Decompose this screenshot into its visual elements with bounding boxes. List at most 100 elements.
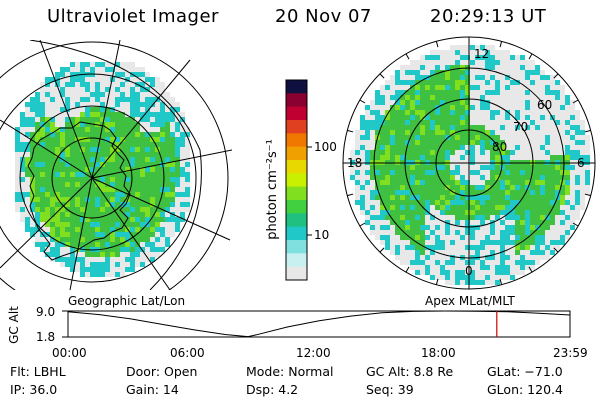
aurora-pixel <box>495 150 500 155</box>
aurora-pixel <box>435 270 440 275</box>
aurora-pixel <box>70 262 75 267</box>
colorbar-unit-label: photon cm⁻²s⁻¹ <box>264 139 280 240</box>
aurora-pixel <box>500 260 505 265</box>
aurora-pixel <box>505 250 510 255</box>
aurora-pixel <box>160 187 165 192</box>
aurora-pixel <box>75 152 80 157</box>
aurora-pixel <box>100 167 105 172</box>
aurora-pixel <box>535 185 540 190</box>
aurora-pixel <box>495 280 500 285</box>
aurora-pixel <box>35 182 40 187</box>
aurora-pixel <box>40 102 45 107</box>
aurora-pixel <box>465 70 470 75</box>
aurora-pixel <box>65 82 70 87</box>
aurora-pixel <box>490 265 495 270</box>
aurora-pixel <box>580 140 585 145</box>
aurora-pixel <box>20 212 25 217</box>
aurora-pixel <box>540 185 545 190</box>
aurora-pixel <box>545 110 550 115</box>
aurora-pixel <box>85 77 90 82</box>
aurora-pixel <box>65 132 70 137</box>
aurora-pixel <box>425 85 430 90</box>
aurora-pixel <box>470 215 475 220</box>
aurora-pixel <box>475 145 480 150</box>
aurora-pixel <box>400 155 405 160</box>
aurora-pixel <box>115 217 120 222</box>
aurora-pixel <box>440 70 445 75</box>
colorbar-cell <box>286 173 307 188</box>
aurora-pixel <box>50 237 55 242</box>
aurora-pixel <box>480 115 485 120</box>
aurora-pixel <box>490 250 495 255</box>
aurora-pixel <box>465 185 470 190</box>
aurora-pixel <box>525 240 530 245</box>
aurora-pixel <box>100 272 105 277</box>
aurora-pixel <box>40 137 45 142</box>
aurora-pixel <box>75 232 80 237</box>
aurora-pixel <box>540 195 545 200</box>
aurora-pixel <box>70 257 75 262</box>
aurora-pixel <box>120 132 125 137</box>
aurora-pixel <box>575 150 580 155</box>
aurora-pixel <box>520 220 525 225</box>
aurora-pixel <box>545 135 550 140</box>
aurora-pixel <box>420 260 425 265</box>
aurora-pixel <box>480 180 485 185</box>
aurora-pixel <box>505 175 510 180</box>
aurora-pixel <box>505 225 510 230</box>
aurora-pixel <box>35 177 40 182</box>
aurora-pixel <box>560 135 565 140</box>
aurora-pixel <box>90 157 95 162</box>
aurora-pixel <box>380 90 385 95</box>
aurora-pixel <box>85 107 90 112</box>
aurora-pixel <box>135 172 140 177</box>
aurora-pixel <box>70 67 75 72</box>
aurora-pixel <box>50 112 55 117</box>
aurora-pixel <box>485 200 490 205</box>
aurora-pixel <box>450 185 455 190</box>
aurora-pixel <box>150 77 155 82</box>
aurora-pixel <box>440 65 445 70</box>
aurora-pixel <box>495 185 500 190</box>
aurora-pixel <box>85 217 90 222</box>
aurora-pixel <box>110 207 115 212</box>
aurora-pixel <box>50 227 55 232</box>
aurora-pixel <box>45 117 50 122</box>
time-tick-1200: 12:00 <box>296 346 331 360</box>
aurora-pixel <box>445 110 450 115</box>
aurora-pixel <box>465 235 470 240</box>
aurora-pixel <box>35 232 40 237</box>
aurora-pixel <box>20 127 25 132</box>
aurora-pixel <box>55 107 60 112</box>
aurora-pixel <box>405 115 410 120</box>
aurora-pixel <box>45 202 50 207</box>
aurora-pixel <box>105 137 110 142</box>
colorbar-tick-100: 100 <box>314 140 337 154</box>
aurora-pixel <box>485 60 490 65</box>
aurora-pixel <box>440 155 445 160</box>
aurora-pixel <box>110 87 115 92</box>
aurora-pixel <box>500 170 505 175</box>
aurora-pixel <box>525 140 530 145</box>
aurora-pixel <box>115 112 120 117</box>
aurora-pixel <box>125 232 130 237</box>
aurora-pixel <box>30 187 35 192</box>
aurora-pixel <box>445 180 450 185</box>
aurora-pixel <box>390 185 395 190</box>
aurora-pixel <box>535 205 540 210</box>
aurora-pixel <box>450 225 455 230</box>
aurora-pixel <box>520 65 525 70</box>
aurora-pixel <box>445 230 450 235</box>
aurora-pixel <box>510 95 515 100</box>
aurora-pixel <box>430 195 435 200</box>
aurora-pixel <box>395 235 400 240</box>
aurora-pixel <box>430 220 435 225</box>
aurora-pixel <box>430 275 435 280</box>
aurora-pixel <box>435 220 440 225</box>
aurora-pixel <box>460 125 465 130</box>
aurora-pixel <box>135 197 140 202</box>
aurora-pixel <box>75 107 80 112</box>
aurora-pixel <box>475 180 480 185</box>
aurora-pixel <box>540 245 545 250</box>
aurora-pixel <box>70 212 75 217</box>
